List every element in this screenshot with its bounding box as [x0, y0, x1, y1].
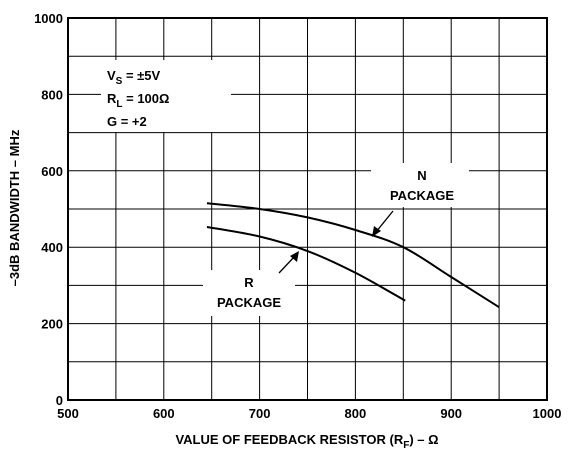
- y-tick-label: 600: [41, 164, 63, 179]
- y-tick-label: 0: [56, 393, 63, 408]
- n-package-label-line2: PACKAGE: [390, 188, 454, 203]
- condition-vs: VS = ±5V: [107, 68, 161, 87]
- y-axis-label: –3dB BANDWIDTH – MHz: [7, 129, 22, 286]
- condition-rl: RL = 100Ω: [107, 91, 169, 110]
- x-tick-label: 500: [57, 406, 79, 421]
- y-tick-label: 400: [41, 240, 63, 255]
- x-tick-label: 600: [153, 406, 175, 421]
- n-package-arrowhead: [372, 226, 381, 237]
- r-package-label-line2: PACKAGE: [217, 295, 281, 310]
- x-tick-labels: 500 600 700 800 900 1000: [57, 406, 561, 421]
- conditions-box: [101, 60, 231, 132]
- x-axis-label: VALUE OF FEEDBACK RESISTOR (RF) – Ω: [175, 432, 438, 450]
- n-package-arrow: [375, 210, 394, 233]
- y-tick-label: 800: [41, 87, 63, 102]
- r-package-arrow: [278, 255, 296, 274]
- r-package-label-bg: [203, 270, 295, 316]
- x-tick-label: 900: [440, 406, 462, 421]
- series-line-r-package: [206, 225, 406, 302]
- n-package-label-line1: N: [417, 168, 426, 183]
- series-line-n-package: [206, 202, 500, 309]
- condition-gain: G = +2: [107, 114, 147, 129]
- x-tick-label: 800: [345, 406, 367, 421]
- y-tick-label: 1000: [34, 11, 63, 26]
- x-tick-label: 700: [249, 406, 271, 421]
- n-package-label-bg: [371, 163, 469, 207]
- plot-frame: [67, 17, 548, 401]
- x-tick-label: 1000: [533, 406, 562, 421]
- y-tick-label: 200: [41, 317, 63, 332]
- y-tick-labels: 0 200 400 600 800 1000: [34, 11, 63, 408]
- r-package-arrowhead: [290, 251, 299, 262]
- series-lines: [206, 202, 500, 309]
- r-package-label-line1: R: [244, 275, 254, 290]
